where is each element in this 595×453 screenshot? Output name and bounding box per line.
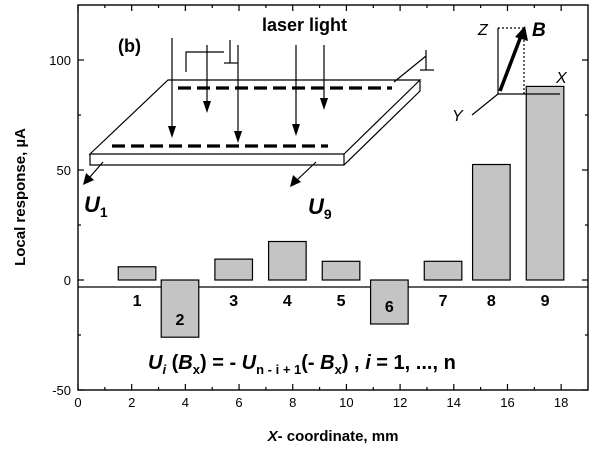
u9-arrow bbox=[296, 161, 317, 181]
bar-label-6: 6 bbox=[385, 299, 394, 316]
bar-label-8: 8 bbox=[487, 293, 496, 310]
x-tick-label: 4 bbox=[182, 395, 189, 410]
bar-2 bbox=[160, 279, 200, 338]
bars: 1 2 3 4 5 6 7 8 9 bbox=[117, 85, 565, 338]
x-axis-title-text: - coordinate, mm bbox=[278, 428, 399, 445]
y-tick-label: 100 bbox=[49, 53, 71, 68]
x-axis-title-symbol: X bbox=[267, 428, 279, 445]
u1-arrowhead bbox=[83, 173, 94, 185]
bar-label-2: 2 bbox=[176, 312, 185, 329]
bar-4 bbox=[267, 240, 307, 281]
bar-8 bbox=[471, 163, 511, 281]
ground-symbol-left bbox=[185, 51, 224, 72]
x-tick-label: 0 bbox=[74, 395, 81, 410]
y-tick-label: 50 bbox=[57, 163, 71, 178]
axis-z-label: Z bbox=[477, 22, 489, 39]
x-tick-label: 14 bbox=[447, 395, 461, 410]
y-axis-title: Local response, µA bbox=[12, 128, 29, 266]
bar-label-7: 7 bbox=[439, 293, 448, 310]
axis-y-label: Y bbox=[452, 108, 464, 125]
laser-light-label: laser light bbox=[262, 15, 347, 35]
schematic bbox=[83, 38, 434, 187]
x-tick-label: 12 bbox=[393, 395, 407, 410]
formula: Ui (Bx) = - Un - i + 1(- Bx) , i = 1, ..… bbox=[148, 352, 456, 377]
bar-label-9: 9 bbox=[541, 293, 550, 310]
coordinate-axes bbox=[471, 26, 560, 116]
bar-label-1: 1 bbox=[133, 293, 142, 310]
bar-label-3: 3 bbox=[229, 293, 238, 310]
bar-label-4: 4 bbox=[283, 293, 292, 310]
axis-x-label: X bbox=[555, 70, 568, 87]
plot-frame bbox=[77, 4, 589, 391]
x-tick-label: 8 bbox=[289, 395, 296, 410]
x-axis-title: X- coordinate, mm bbox=[267, 428, 399, 445]
bar-3 bbox=[214, 258, 254, 281]
bar-1 bbox=[117, 266, 157, 281]
bar-6 bbox=[369, 279, 409, 325]
b-vector bbox=[498, 35, 523, 92]
x-tick-label: 2 bbox=[128, 395, 135, 410]
y-tick-label: -50 bbox=[52, 383, 71, 398]
x-tick-label: 18 bbox=[554, 395, 568, 410]
panel-label: (b) bbox=[118, 36, 141, 56]
ground-symbol-right bbox=[393, 55, 427, 83]
bar-label-5: 5 bbox=[337, 293, 346, 310]
x-tick-label: 6 bbox=[235, 395, 242, 410]
x-tick-label: 16 bbox=[500, 395, 514, 410]
x-tick-label: 10 bbox=[339, 395, 353, 410]
b-vector-head bbox=[515, 26, 528, 41]
axis-b-label: B bbox=[532, 20, 546, 41]
plate-front-edge bbox=[89, 80, 421, 166]
laser-arrows bbox=[168, 38, 328, 143]
u9-arrowhead bbox=[290, 175, 301, 187]
u9-label: U9 bbox=[308, 194, 332, 222]
bar-7 bbox=[423, 260, 463, 281]
y-tick-label: 0 bbox=[64, 273, 71, 288]
bar-5 bbox=[321, 260, 361, 281]
bar-9 bbox=[525, 85, 565, 281]
plate-top bbox=[88, 79, 422, 155]
u1-arrow bbox=[88, 161, 104, 179]
u1-label: U1 bbox=[84, 192, 108, 220]
